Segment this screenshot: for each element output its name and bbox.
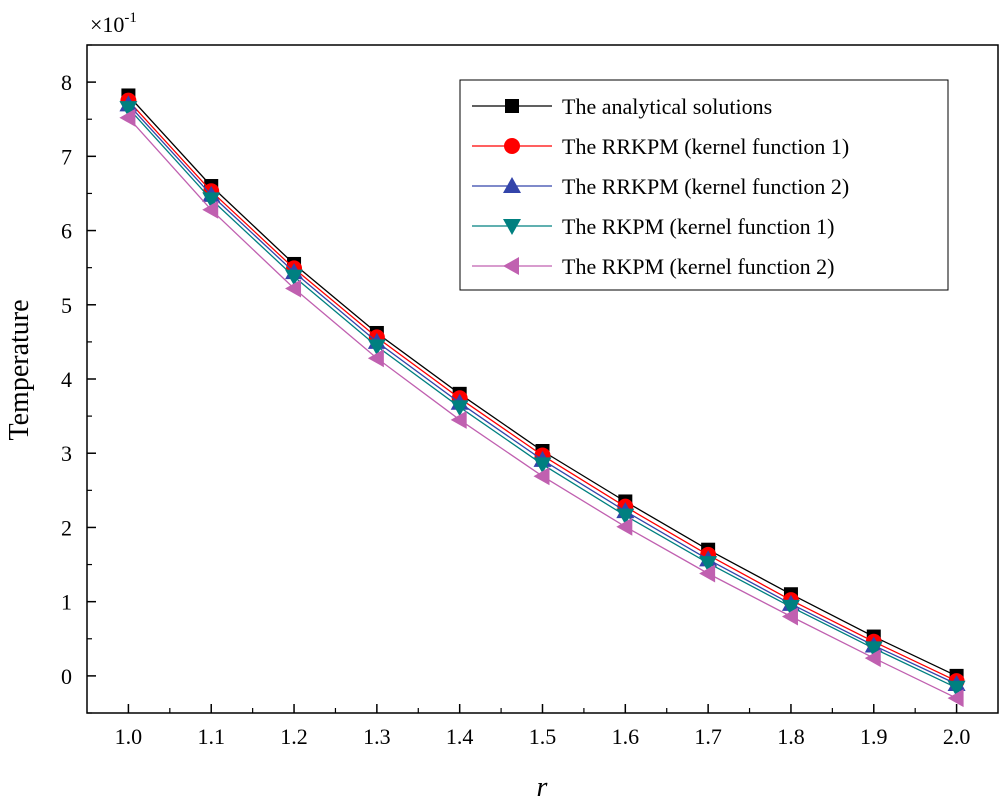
series-5-point-9 [781, 607, 798, 626]
legend-label-1: The analytical solutions [562, 94, 772, 119]
series-4-point-6 [533, 457, 552, 474]
y-multiplier-label: ×10-1 [90, 10, 137, 37]
series-4-point-1 [119, 101, 138, 118]
y-tick-label-6: 5 [61, 293, 72, 318]
legend: The analytical solutions The RRKPM (kerne… [459, 79, 949, 291]
x-tick-label-7: 1.6 [612, 724, 640, 749]
series-4-point-8 [699, 556, 718, 573]
series-4-point-11 [947, 680, 966, 697]
x-tick-label-5: 1.4 [446, 724, 474, 749]
legend-label-2: The RRKPM (kernel function 1) [562, 134, 849, 159]
series-5-point-3 [285, 279, 302, 298]
legend-label-4: The RKPM (kernel function 1) [562, 214, 835, 239]
x-tick-label-9: 1.8 [777, 724, 805, 749]
legend-marker-1 [505, 99, 519, 113]
series-4-point-7 [616, 508, 635, 525]
x-tick-label-1: 1.0 [115, 724, 143, 749]
x-tick-label-2: 1.1 [197, 724, 225, 749]
plot-marks [119, 88, 966, 708]
legend-label-3: The RRKPM (kernel function 2) [562, 174, 849, 199]
series-4-point-9 [781, 599, 800, 616]
y-axis: 0 1 2 3 4 5 6 7 8 [61, 44, 96, 714]
legend-marker-2 [504, 138, 520, 154]
legend-box [459, 79, 949, 291]
series-5-point-4 [367, 349, 384, 368]
y-tick-label-2: 1 [61, 590, 72, 615]
y-tick-label-1: 0 [61, 664, 72, 689]
y-multiplier-exponent: -1 [124, 10, 137, 26]
series-5-point-6 [533, 467, 550, 486]
x-axis-title: r [537, 772, 548, 803]
legend-label-5: The RKPM (kernel function 2) [562, 254, 835, 279]
y-tick-label-8: 7 [61, 144, 72, 169]
x-tick-label-4: 1.3 [363, 724, 391, 749]
x-axis: 1.0 1.1 1.2 1.3 1.4 1.5 1.6 1.7 1.8 1.9 2.0 [115, 704, 971, 749]
series-5-point-5 [450, 410, 467, 429]
series-4-point-5 [450, 400, 469, 417]
x-tick-label-10: 1.9 [860, 724, 888, 749]
legend-marker-4 [503, 219, 521, 235]
series-5-point-1 [119, 108, 136, 127]
series-5-point-8 [699, 564, 716, 583]
y-tick-label-9: 8 [61, 70, 72, 95]
y-tick-label-3: 2 [61, 515, 72, 540]
y-tick-label-7: 6 [61, 219, 72, 244]
series-4-point-2 [202, 192, 221, 209]
x-tick-label-11: 2.0 [943, 724, 971, 749]
x-tick-label-6: 1.5 [529, 724, 557, 749]
x-tick-label-8: 1.7 [694, 724, 722, 749]
series-5-point-10 [864, 649, 881, 668]
series-5-point-2 [202, 200, 219, 219]
x-tick-label-3: 1.2 [280, 724, 308, 749]
series-4-point-10 [864, 641, 883, 658]
series-4-point-4 [367, 339, 386, 356]
legend-marker-3 [503, 177, 521, 193]
y-tick-label-4: 3 [61, 441, 72, 466]
y-tick-label-5: 4 [61, 367, 72, 392]
series-4-point-3 [285, 269, 304, 286]
series-5-point-11 [947, 689, 964, 708]
legend-marker-5 [503, 257, 519, 275]
series-5-point-7 [616, 517, 633, 536]
y-axis-title: Temperature [4, 299, 35, 440]
